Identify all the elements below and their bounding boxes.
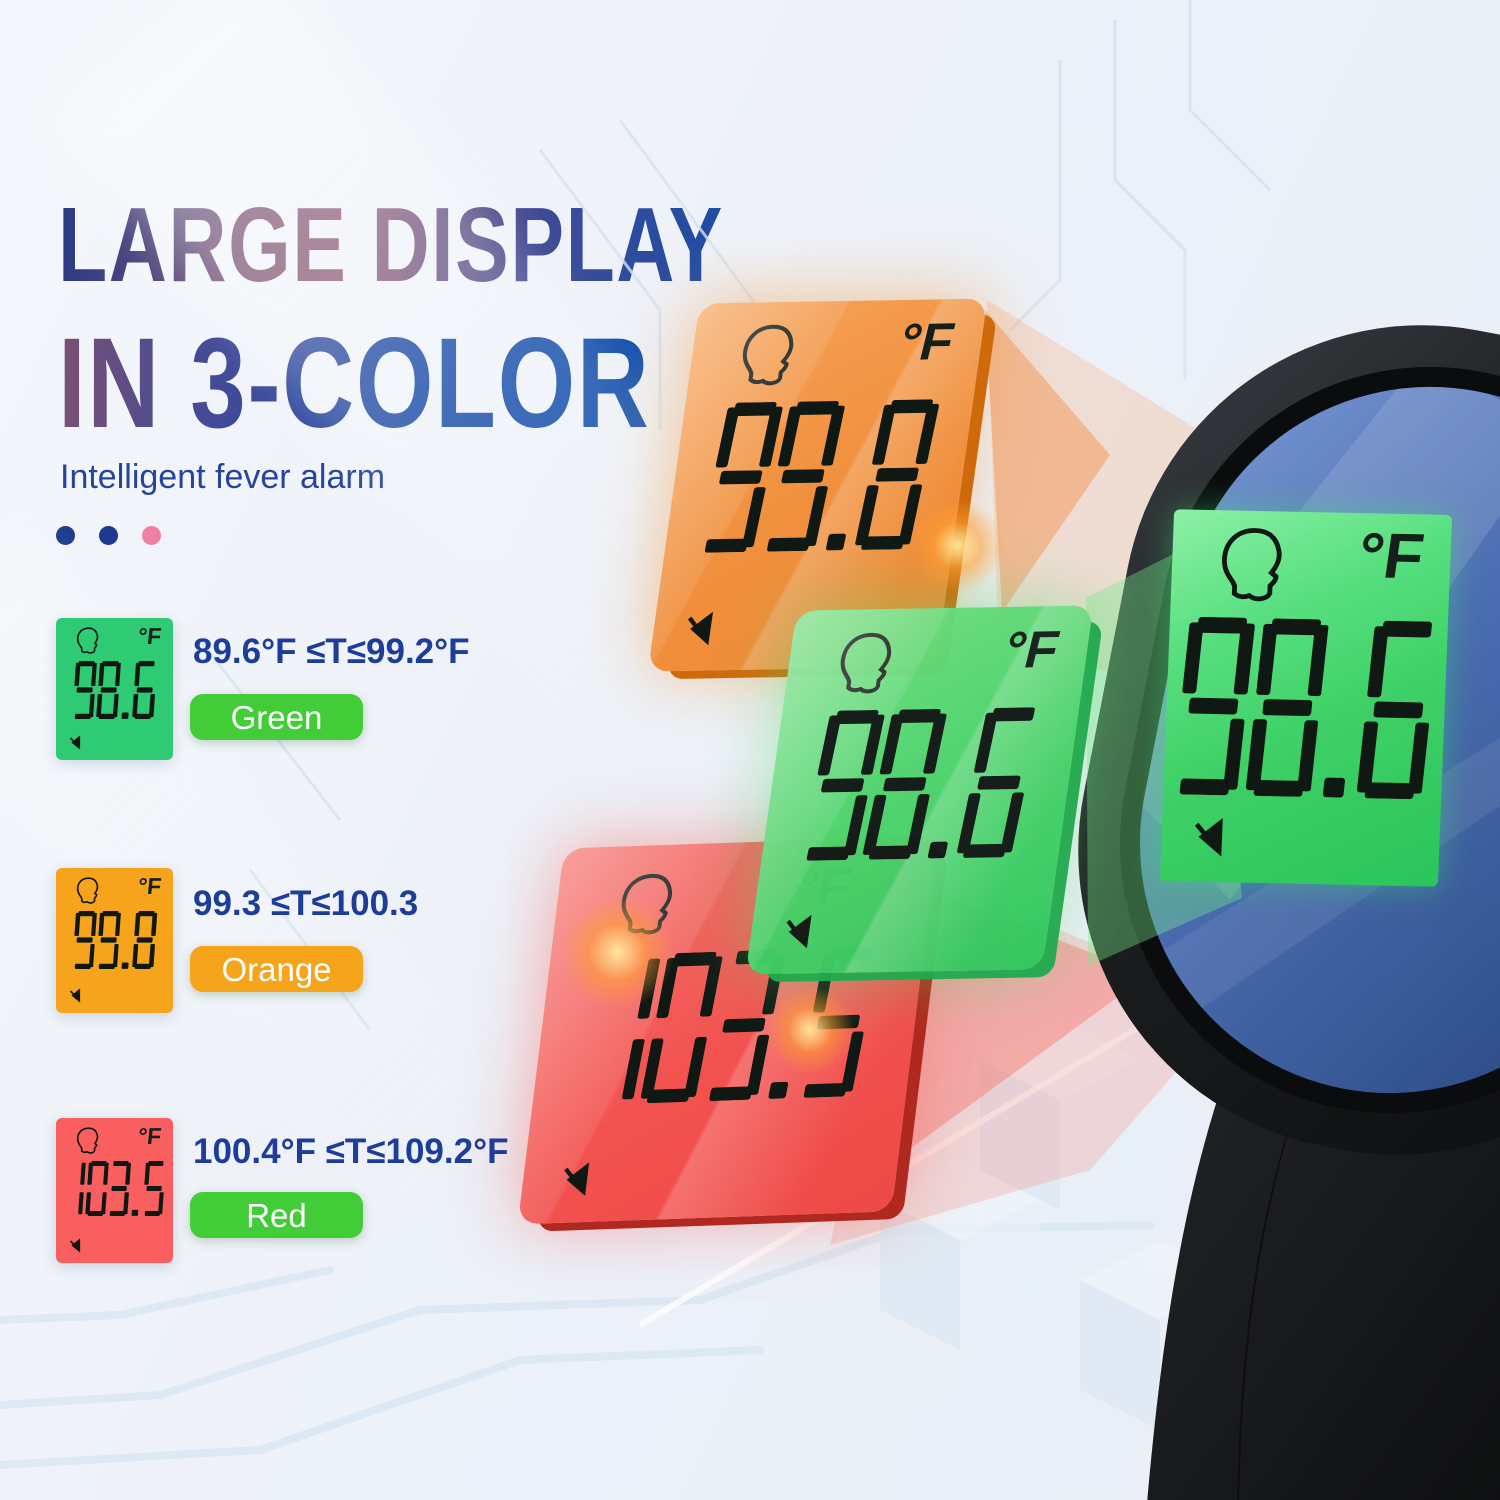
fahrenheit-unit: °F <box>892 313 960 373</box>
fahrenheit-unit: °F <box>997 620 1065 680</box>
lcd-panel-green: °F <box>745 605 1094 975</box>
face-profile-icon <box>832 629 904 698</box>
page-title-line2: IN 3-COLOR <box>58 312 651 455</box>
lcd-digits <box>72 660 158 719</box>
lcd-swatch-green: °F <box>56 618 173 760</box>
page-subtitle: Intelligent fever alarm <box>60 458 386 496</box>
speaker-mute-icon <box>67 987 84 1004</box>
orange-chip: Orange <box>190 946 363 992</box>
face-profile-icon <box>612 870 683 940</box>
lcd-digits <box>63 1160 167 1216</box>
range-text-red: 100.4°F ≤T≤109.2°F <box>193 1132 509 1171</box>
face-profile-icon <box>733 322 805 391</box>
dot-2 <box>99 526 118 545</box>
lcd-swatch-red: °F <box>56 1118 173 1263</box>
device-lcd-screen: °F <box>1159 509 1453 887</box>
thermometer-device <box>1078 325 1500 1500</box>
green-chip: Green <box>190 694 363 740</box>
speaker-mute-icon <box>775 912 821 953</box>
lcd-digits <box>72 910 158 969</box>
speaker-mute-icon <box>67 734 84 751</box>
red-chip: Red <box>190 1192 363 1238</box>
face-profile-icon <box>1215 524 1294 608</box>
range-text-green: 89.6°F ≤T≤99.2°F <box>193 632 470 671</box>
face-profile-icon <box>75 876 102 906</box>
speaker-mute-icon <box>1186 813 1234 860</box>
range-text-orange: 99.3 ≤T≤100.3 <box>193 884 419 923</box>
fahrenheit-unit: °F <box>136 873 163 900</box>
speaker-mute-icon <box>677 608 723 649</box>
lcd-digits <box>1171 616 1441 800</box>
lcd-digits <box>697 398 940 553</box>
dot-3 <box>142 526 161 545</box>
speaker-mute-icon <box>554 1159 599 1200</box>
dot-1 <box>56 526 75 545</box>
fahrenheit-unit: °F <box>1352 519 1428 593</box>
page-title-line1: LARGE DISPLAY <box>58 186 724 304</box>
lcd-digits <box>799 706 1042 861</box>
fahrenheit-unit: °F <box>136 623 163 650</box>
face-profile-icon <box>75 626 102 656</box>
fahrenheit-unit: °F <box>136 1123 163 1150</box>
pagination-dots <box>56 526 161 545</box>
speaker-mute-icon <box>67 1237 84 1254</box>
face-profile-icon <box>75 1126 102 1156</box>
lcd-swatch-orange: °F <box>56 868 173 1013</box>
